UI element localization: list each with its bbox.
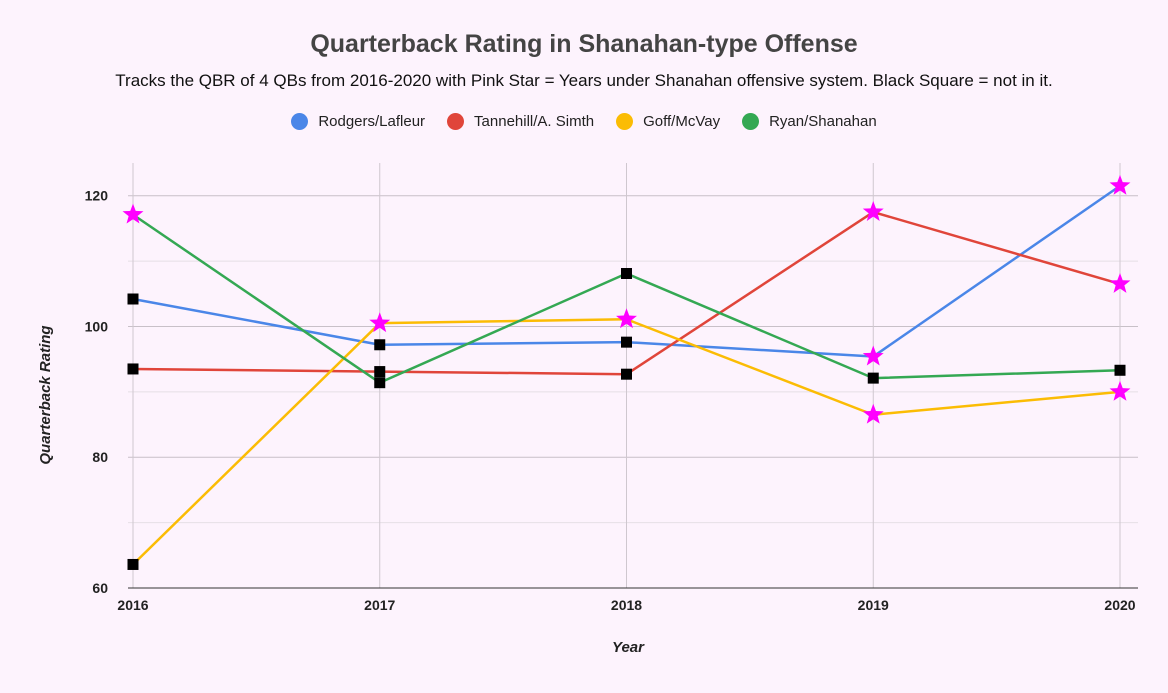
x-axis-title: Year [612,639,645,656]
legend: Rodgers/Lafleur Tannehill/A. Simth Goff/Mc… [0,113,1168,130]
chart-title: Quarterback Rating in Shanahan-type Offe… [310,30,858,58]
y-tick-label: 60 [92,580,108,596]
square-marker [374,339,386,351]
legend-label: Rodgers/Lafleur [318,113,426,130]
x-tick-label: 2020 [1104,597,1135,613]
legend-swatch [742,113,760,130]
x-tick-label: 2017 [364,597,395,613]
legend-item: Goff/McVay [616,113,720,130]
square-marker [374,366,386,378]
legend-swatch [447,113,465,130]
square-marker [127,363,139,375]
square-marker [867,372,879,384]
tick-labels: 60 80 100 120 2016 2017 2018 2019 2020 [85,188,1136,613]
y-tick-label: 100 [85,318,109,334]
star-marker [862,345,884,366]
square-marker [374,377,386,389]
square-marker [1114,364,1126,376]
x-tick-label: 2018 [611,597,642,613]
y-tick-label: 120 [85,188,109,204]
series-markers [122,174,1131,570]
legend-label: Goff/McVay [643,113,721,130]
legend-label: Ryan/Shanahan [769,113,877,130]
square-marker [621,368,632,380]
square-marker [621,268,632,279]
legend-label: Tannehill/A. Simth [474,113,595,130]
star-marker [1109,380,1131,401]
legend-item: Tannehill/A. Simth [447,113,594,130]
square-marker [621,336,632,348]
star-marker [1109,272,1131,293]
y-axis-title: Quarterback Rating [37,325,54,464]
star-marker [369,312,391,333]
star-marker [862,201,884,221]
grid [128,163,1138,589]
square-marker [127,293,139,305]
legend-item: Rodgers/Lafleur [291,113,425,130]
y-tick-label: 80 [92,449,108,465]
legend-swatch [291,113,309,130]
star-marker [616,308,637,329]
chart-subtitle: Tracks the QBR of 4 QBs from 2016-2020 w… [115,71,1053,90]
x-tick-label: 2019 [858,597,889,613]
star-marker [1109,174,1131,195]
legend-swatch [616,113,634,130]
star-marker [862,403,884,424]
square-marker [127,558,139,570]
legend-item: Ryan/Shanahan [742,113,877,130]
x-tick-label: 2016 [117,597,148,613]
star-marker [122,203,144,224]
